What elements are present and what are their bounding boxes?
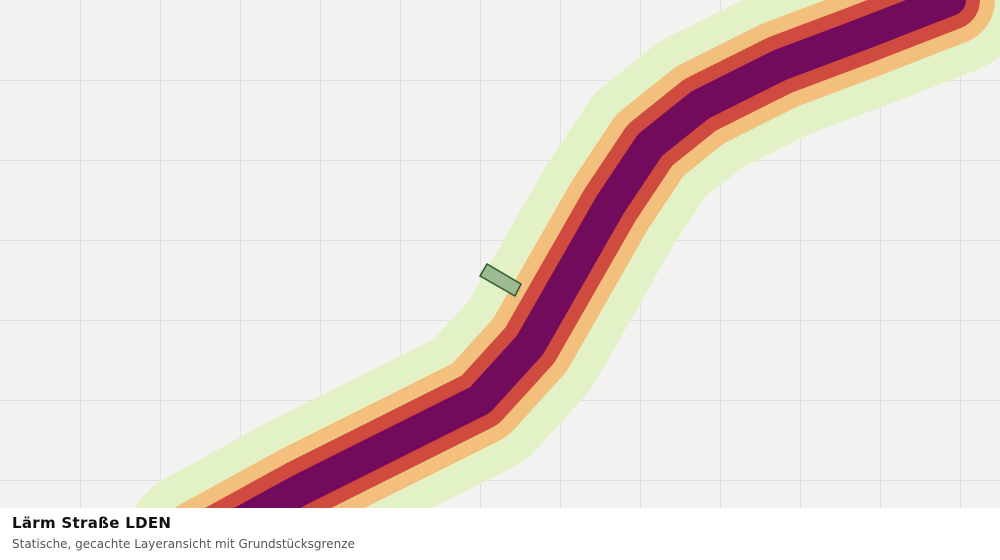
noise-bands xyxy=(125,0,1000,560)
layer-title: Lärm Straße LDEN xyxy=(12,514,172,532)
parcel-boundary xyxy=(478,262,522,298)
layer-subtitle: Statische, gecachte Layeransicht mit Gru… xyxy=(12,537,355,551)
info-panel: Lärm Straße LDEN Statische, gecachte Lay… xyxy=(0,508,1000,560)
noise-band-very-high xyxy=(184,0,966,560)
